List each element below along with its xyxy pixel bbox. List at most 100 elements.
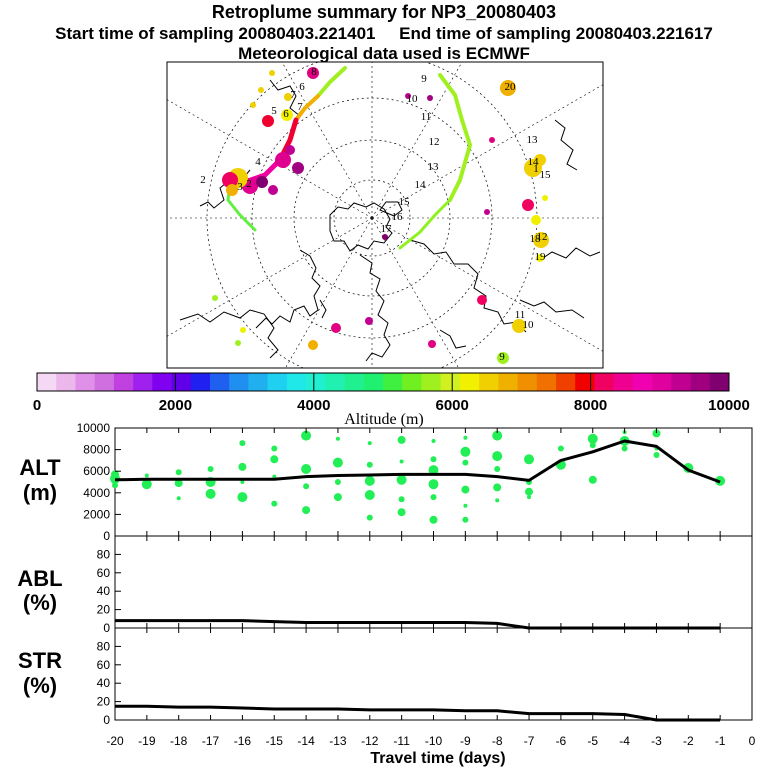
alt-cluster-point bbox=[366, 514, 373, 521]
day-label: 9 bbox=[499, 351, 505, 363]
plume-cluster bbox=[533, 232, 549, 248]
alt-cluster-point bbox=[557, 445, 564, 452]
colorbar-cell bbox=[286, 373, 307, 391]
panel-ticks: 0 2000 4000 6000 8000 10000 0 20 40 60 80 0 20 40 60 80… bbox=[77, 421, 756, 748]
latitude-circle bbox=[333, 179, 411, 257]
x-tick-label: -7 bbox=[524, 734, 535, 748]
plume-cluster bbox=[542, 195, 548, 201]
colorbar-cell bbox=[479, 373, 499, 391]
x-tick-label: -1 bbox=[715, 734, 726, 748]
y-tick-label: 60 bbox=[97, 566, 111, 580]
plume-cluster bbox=[497, 352, 509, 364]
meridian bbox=[371, 217, 459, 368]
y-tick-label: 40 bbox=[97, 584, 111, 598]
plume-cluster bbox=[489, 137, 495, 143]
alt-cluster-point bbox=[302, 506, 311, 515]
y-tick-label: 4000 bbox=[83, 486, 110, 500]
plume-cluster bbox=[365, 317, 373, 325]
alt-cluster-point bbox=[588, 475, 597, 484]
plume-cluster bbox=[284, 93, 292, 101]
x-tick-label: -4 bbox=[619, 734, 630, 748]
colorbar-cell bbox=[190, 373, 211, 391]
alt-cluster-point bbox=[205, 488, 216, 499]
colorbar-cell bbox=[210, 373, 230, 391]
plume-cluster bbox=[477, 295, 487, 305]
track-segment bbox=[294, 94, 320, 122]
alt-cluster-point bbox=[367, 441, 372, 446]
colorbar-cell bbox=[152, 373, 172, 391]
plume-cluster bbox=[226, 184, 238, 196]
alt-cluster-point bbox=[492, 451, 503, 462]
day-label: 15 bbox=[399, 196, 411, 208]
colorbar-cell bbox=[75, 373, 95, 391]
meridian bbox=[167, 217, 373, 337]
colorbar-cell bbox=[556, 373, 576, 391]
y-tick-label: 40 bbox=[97, 676, 111, 690]
colorbar-cell bbox=[613, 373, 634, 391]
track-segment bbox=[398, 198, 452, 250]
coastline bbox=[269, 79, 578, 171]
colorbar-tick-label: 6000 bbox=[436, 397, 469, 414]
x-tick-label: -12 bbox=[361, 734, 379, 748]
alt-cluster-point bbox=[237, 492, 248, 503]
colorbar-cell bbox=[671, 373, 691, 391]
day-label: 17 bbox=[381, 223, 393, 235]
y-tick-label: 0 bbox=[103, 621, 110, 635]
x-tick-label: -17 bbox=[202, 734, 220, 748]
colorbar-cell bbox=[306, 373, 326, 391]
alt-cluster-point bbox=[364, 490, 375, 500]
alt-cluster-point bbox=[461, 485, 470, 494]
y-tick-label: 60 bbox=[97, 658, 111, 672]
alt-cluster-point bbox=[460, 446, 471, 457]
colorbar-cell bbox=[267, 373, 288, 391]
coastline bbox=[329, 202, 393, 252]
alt-cluster-point bbox=[587, 433, 598, 444]
series-line bbox=[114, 439, 721, 484]
plume-cluster bbox=[212, 295, 218, 301]
plume-cluster bbox=[308, 340, 318, 350]
alt-cluster-point bbox=[589, 442, 596, 449]
colorbar-cell bbox=[459, 373, 480, 391]
alt-cluster-point bbox=[112, 482, 118, 489]
alt-cluster-point bbox=[431, 439, 436, 443]
alt-cluster-point bbox=[270, 455, 279, 464]
day-label: 14 bbox=[528, 156, 540, 168]
plume-cluster bbox=[382, 234, 388, 240]
day-label: 3 bbox=[237, 181, 243, 193]
str-unit: (%) bbox=[23, 673, 57, 698]
colorbar-cell bbox=[421, 373, 441, 391]
start-time: Start time of sampling 20080403.221401 bbox=[55, 24, 376, 43]
x-tick-label: -10 bbox=[425, 734, 443, 748]
alt-cluster-point bbox=[397, 435, 406, 444]
colorbar-cell bbox=[517, 373, 538, 391]
colorbar-cell bbox=[575, 373, 595, 391]
alt-cluster-point bbox=[428, 479, 439, 490]
alt-cluster-point bbox=[653, 452, 660, 458]
coastline bbox=[179, 309, 279, 359]
y-tick-label: 0 bbox=[103, 713, 110, 727]
y-tick-label: 0 bbox=[103, 529, 110, 543]
day-label: 12 bbox=[537, 231, 548, 243]
colorbar-cell bbox=[440, 373, 461, 391]
track-segment bbox=[316, 66, 347, 98]
alt-cluster-point bbox=[239, 440, 246, 447]
x-tick-label: -18 bbox=[170, 734, 188, 748]
plume-cluster bbox=[262, 115, 274, 127]
alt-cluster-point bbox=[525, 487, 533, 496]
meridian bbox=[285, 217, 373, 368]
alt-title: ALT bbox=[19, 455, 61, 480]
plume-cluster bbox=[240, 327, 246, 333]
alt-cluster-point bbox=[333, 493, 342, 502]
alt-cluster-point bbox=[527, 495, 531, 500]
colorbar: 0 2000 4000 6000 8000 10000 Altitude (m) bbox=[33, 372, 750, 428]
track-segment bbox=[438, 73, 473, 202]
day-label: 11 bbox=[421, 111, 432, 123]
plume-clusters bbox=[212, 67, 549, 364]
day-label: 16 bbox=[392, 211, 404, 223]
alt-cluster-point bbox=[462, 459, 469, 466]
x-tick-label: 0 bbox=[749, 734, 756, 748]
x-tick-label: -9 bbox=[460, 734, 471, 748]
